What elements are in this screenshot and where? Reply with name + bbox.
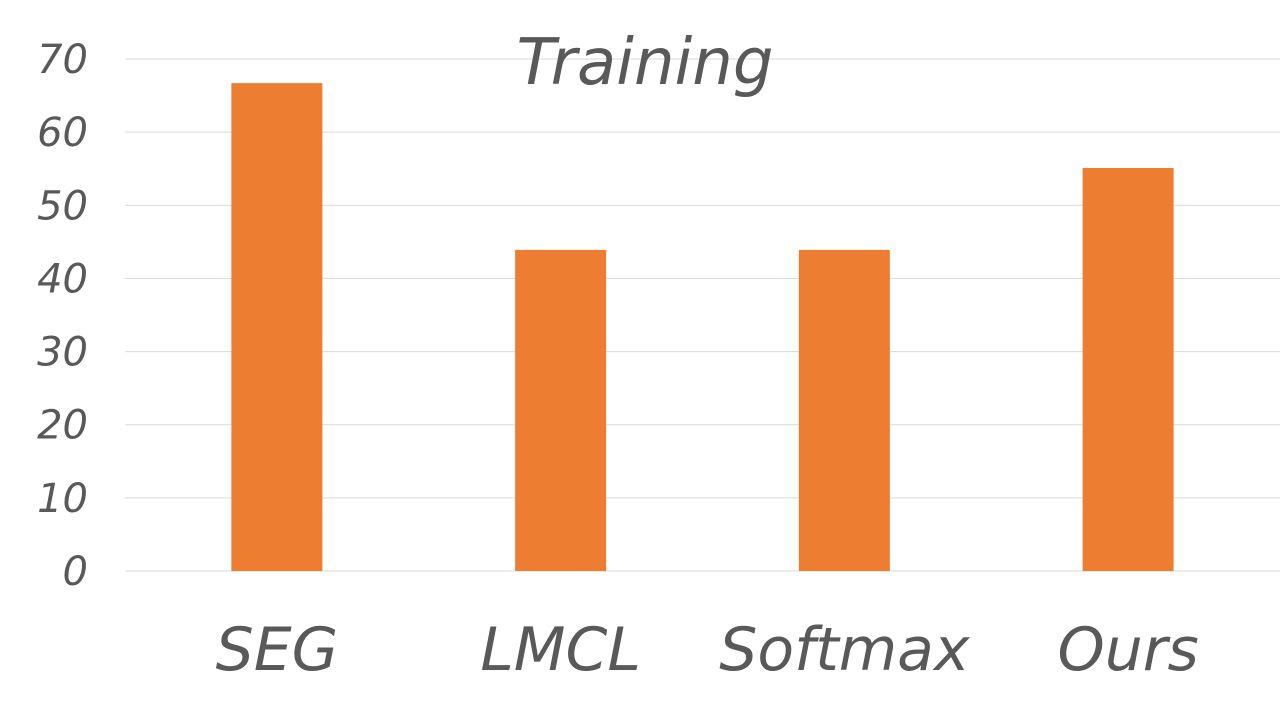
x-category-label: LMCL — [480, 615, 641, 685]
y-tick-label: 60 — [37, 110, 88, 156]
y-tick-label: 20 — [37, 403, 88, 449]
bar-softmax — [798, 249, 890, 571]
bars — [231, 83, 1174, 572]
y-tick-label: 40 — [37, 256, 88, 302]
x-category-label: Ours — [1058, 615, 1199, 685]
bar-ours — [1082, 167, 1174, 572]
y-tick-label: 70 — [37, 37, 88, 83]
chart-title: Training — [517, 26, 774, 100]
y-axis-ticks: 0 10 20 30 40 50 60 70 — [37, 37, 88, 595]
y-tick-label: 10 — [37, 476, 88, 522]
y-tick-label: 30 — [37, 330, 88, 376]
y-tick-label: 0 — [63, 549, 88, 595]
x-axis-labels: SEG LMCL Softmax Ours — [216, 615, 1199, 685]
bar-lmcl — [515, 249, 607, 571]
y-tick-label: 50 — [37, 183, 88, 229]
bar-seg — [231, 83, 323, 571]
x-category-label: SEG — [216, 615, 339, 685]
x-category-label: Softmax — [719, 615, 970, 685]
